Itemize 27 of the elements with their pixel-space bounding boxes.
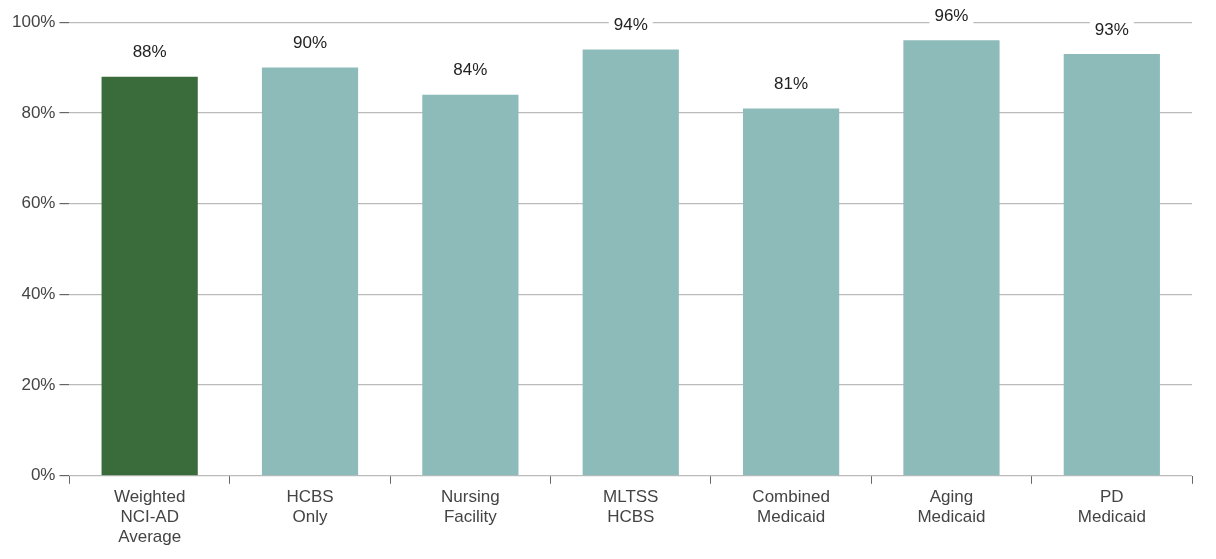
bar — [582, 49, 679, 476]
bar — [1063, 53, 1160, 476]
y-tick-label: 100% — [12, 11, 56, 31]
data-label: 88% — [132, 42, 167, 62]
x-tick-label: Weighted NCI-AD Average — [113, 486, 186, 547]
x-tick-label: MLTSS HCBS — [603, 486, 659, 527]
bar — [261, 67, 359, 476]
y-tick-label: 20% — [21, 374, 56, 394]
data-label: 90% — [293, 33, 328, 53]
data-label: 81% — [774, 74, 809, 94]
y-tick-label: 80% — [21, 102, 56, 122]
x-tick-label: Nursing Facility — [441, 486, 500, 527]
y-tick-label: 0% — [30, 465, 56, 485]
bar — [742, 108, 840, 476]
bar — [903, 40, 1000, 476]
data-label: 96% — [934, 6, 969, 26]
bar — [422, 94, 519, 476]
x-tick-label: HCBS Only — [286, 486, 334, 527]
bar — [101, 76, 198, 476]
y-tick-label: 40% — [21, 284, 56, 304]
data-label: 94% — [613, 15, 648, 35]
x-tick-label: PD Medicaid — [1077, 486, 1146, 527]
x-tick-label: Aging Medicaid — [917, 486, 986, 527]
data-label: 84% — [453, 60, 488, 80]
data-label: 93% — [1094, 19, 1129, 39]
x-tick-label: Combined Medicaid — [752, 486, 830, 527]
y-tick-label: 60% — [21, 193, 56, 213]
